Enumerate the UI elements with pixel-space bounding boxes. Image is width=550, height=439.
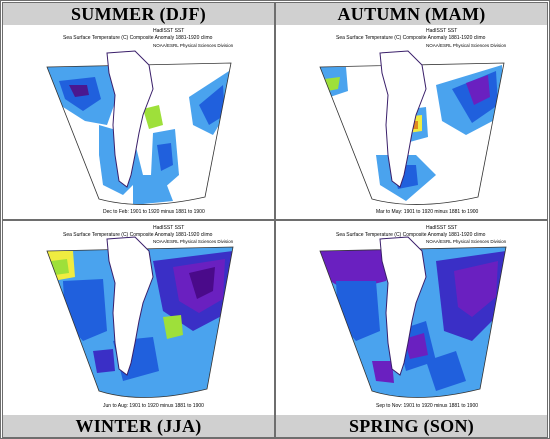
period-label: Dec to Feb: 1901 to 1920 minus 1881 to 1… (103, 209, 205, 215)
dataset-label: HadISST SST (153, 28, 184, 34)
panel-spring: HadISST SST Sea Surface Temperature (C) … (275, 220, 548, 438)
south-america-coast (379, 236, 427, 376)
map-title: Sea Surface Temperature (C) Composite An… (63, 232, 213, 238)
credit-label: NOAA/ESRL Physical Sciences Division (426, 43, 507, 48)
credit-label: NOAA/ESRL Physical Sciences Division (153, 43, 234, 48)
period-label: Jun to Aug: 1901 to 1920 minus 1881 to 1… (103, 403, 204, 409)
anomaly-field (47, 247, 233, 398)
south-america-coast (106, 236, 154, 376)
sst-map-summer: HadISST SST Sea Surface Temperature (C) … (46, 28, 234, 215)
period-label: Mar to May: 1901 to 1920 minus 1881 to 1… (376, 209, 479, 215)
sst-map-autumn: HadISST SST Sea Surface Temperature (C) … (319, 28, 507, 215)
map-title: Sea Surface Temperature (C) Composite An… (336, 232, 486, 238)
map-title: Sea Surface Temperature (C) Composite An… (336, 35, 486, 41)
map-spring: HadISST SST Sea Surface Temperature (C) … (276, 221, 547, 415)
south-america-coast (106, 50, 154, 188)
map-title: Sea Surface Temperature (C) Composite An… (63, 35, 213, 41)
map-summer: HadISST SST Sea Surface Temperature (C) … (3, 25, 274, 219)
season-header-winter: WINTER (JJA) (3, 415, 274, 437)
panel-autumn: AUTUMN (MAM) HadISST SST Sea Surface Tem… (275, 2, 548, 220)
period-label: Sep to Nov: 1901 to 1920 minus 1881 to 1… (376, 403, 478, 409)
dataset-label: HadISST SST (153, 225, 184, 231)
dataset-label: HadISST SST (426, 225, 457, 231)
map-winter: HadISST SST Sea Surface Temperature (C) … (3, 221, 274, 415)
season-header-summer: SUMMER (DJF) (3, 3, 274, 25)
season-header-autumn: AUTUMN (MAM) (276, 3, 547, 25)
map-autumn: HadISST SST Sea Surface Temperature (C) … (276, 25, 547, 219)
anomaly-field (320, 247, 506, 398)
panel-summer: SUMMER (DJF) HadISST SST Sea Surface Tem… (2, 2, 275, 220)
south-america-coast (379, 50, 427, 188)
credit-label: NOAA/ESRL Physical Sciences Division (153, 239, 234, 244)
credit-label: NOAA/ESRL Physical Sciences Division (426, 239, 507, 244)
sst-map-spring: HadISST SST Sea Surface Temperature (C) … (319, 225, 507, 409)
sst-map-winter: HadISST SST Sea Surface Temperature (C) … (46, 225, 234, 409)
panel-winter: HadISST SST Sea Surface Temperature (C) … (2, 220, 275, 438)
season-header-spring: SPRING (SON) (276, 415, 547, 437)
dataset-label: HadISST SST (426, 28, 457, 34)
